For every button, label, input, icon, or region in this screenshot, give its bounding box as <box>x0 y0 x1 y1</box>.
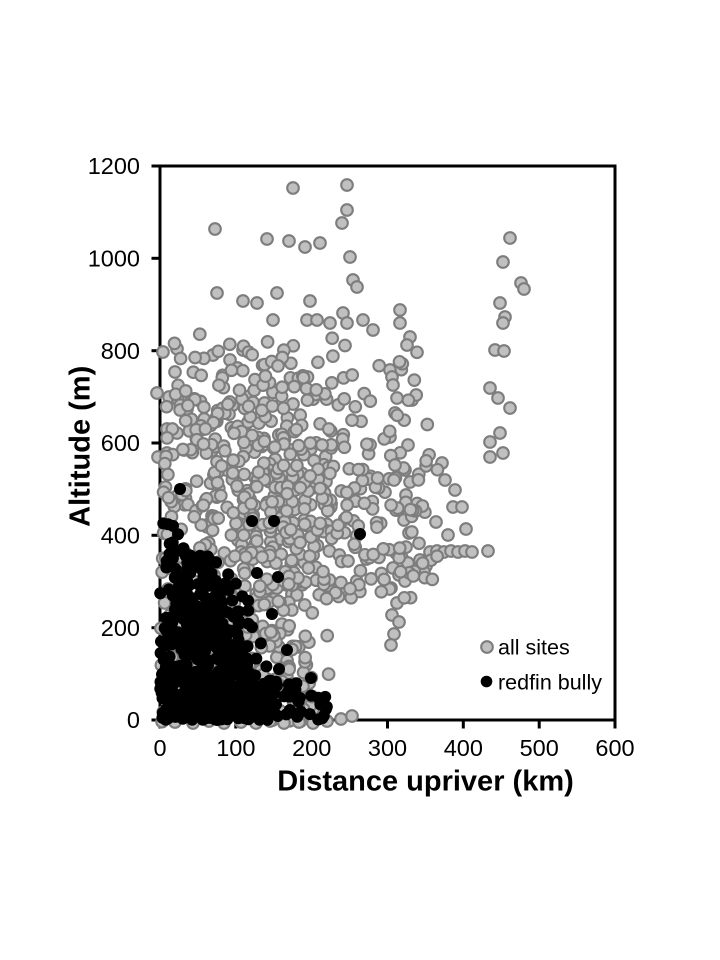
svg-text:redfin bully: redfin bully <box>498 671 602 695</box>
svg-text:200: 200 <box>101 615 140 641</box>
svg-text:Altitude (m): Altitude (m) <box>65 366 97 527</box>
svg-text:200: 200 <box>292 735 331 761</box>
svg-text:Distance upriver (km): Distance upriver (km) <box>277 766 574 798</box>
svg-text:0: 0 <box>153 735 166 761</box>
svg-text:0: 0 <box>127 707 140 733</box>
svg-text:600: 600 <box>595 735 634 761</box>
svg-text:400: 400 <box>444 735 483 761</box>
svg-text:1000: 1000 <box>88 246 140 272</box>
svg-text:800: 800 <box>101 338 140 364</box>
svg-text:100: 100 <box>216 735 255 761</box>
svg-text:all sites: all sites <box>498 636 570 660</box>
svg-text:600: 600 <box>101 430 140 456</box>
svg-text:300: 300 <box>368 735 407 761</box>
svg-text:500: 500 <box>520 735 559 761</box>
svg-text:400: 400 <box>101 523 140 549</box>
svg-text:1200: 1200 <box>88 153 140 179</box>
